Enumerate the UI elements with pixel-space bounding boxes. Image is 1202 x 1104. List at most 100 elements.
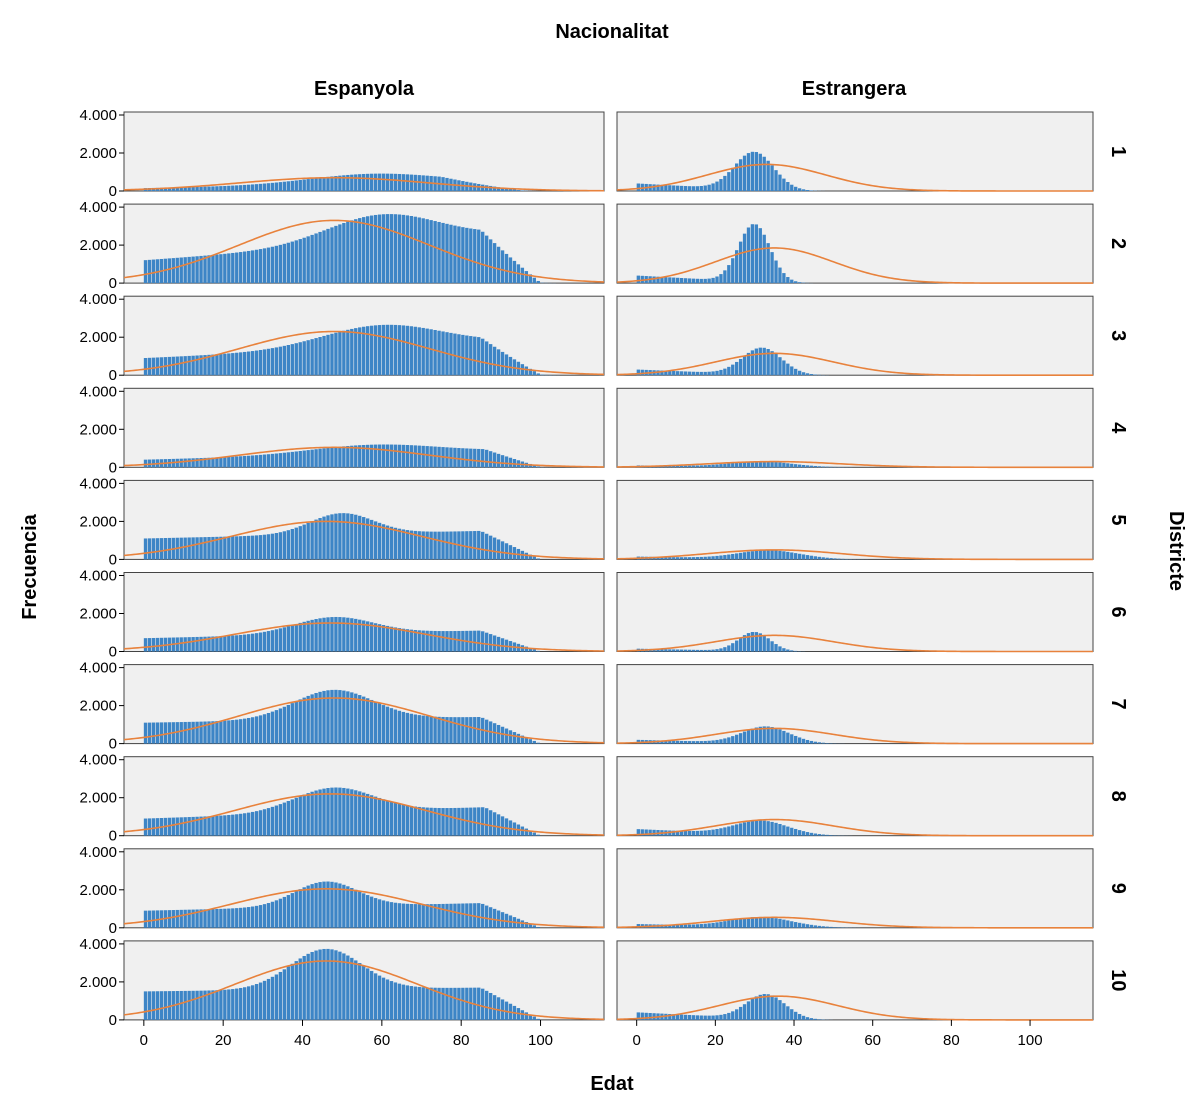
- histogram-bar: [782, 919, 786, 928]
- histogram-bar: [393, 173, 398, 191]
- histogram-bar: [520, 735, 525, 744]
- histogram-bar: [805, 190, 810, 191]
- histogram-bar: [731, 825, 735, 836]
- normal-curve: [123, 622, 605, 652]
- histogram-bar: [500, 816, 505, 836]
- histogram-bar: [362, 620, 366, 652]
- histogram-bar: [707, 740, 711, 744]
- histogram-bar: [683, 649, 688, 652]
- histogram-bar: [167, 910, 172, 928]
- panel-espanyola-8: [123, 756, 605, 837]
- histogram-bar: [159, 538, 164, 560]
- histogram-bar: [266, 712, 271, 744]
- histogram-bar: [837, 927, 841, 928]
- histogram-bar: [147, 357, 152, 376]
- histogram-bar: [821, 557, 825, 560]
- histogram-bar: [302, 956, 306, 1020]
- histogram-bar: [342, 446, 346, 468]
- histogram-bar: [524, 737, 529, 744]
- histogram-bar: [334, 447, 338, 468]
- histogram-bar: [417, 445, 421, 468]
- histogram-bar: [449, 531, 453, 560]
- histogram-bar: [143, 358, 148, 376]
- histogram-bar: [270, 806, 275, 836]
- histogram-bar: [477, 987, 481, 1020]
- histogram-bar: [469, 336, 473, 376]
- histogram-bar: [683, 741, 688, 744]
- histogram-bar: [469, 228, 473, 284]
- histogram-bar: [457, 987, 461, 1020]
- y-tick-label: 0: [109, 828, 117, 845]
- histogram-bar: [695, 186, 700, 191]
- histogram-bar: [758, 228, 762, 284]
- histogram-bar: [817, 556, 821, 560]
- histogram-bar: [488, 634, 493, 652]
- histogram-bar: [175, 817, 179, 836]
- histogram-bar: [365, 793, 370, 836]
- histogram-bar: [794, 735, 798, 744]
- histogram-bar: [738, 823, 743, 836]
- histogram-bar: [536, 742, 540, 744]
- histogram-bar: [417, 175, 421, 191]
- histogram-bar: [676, 185, 680, 191]
- histogram-bar: [790, 366, 794, 376]
- histogram-bar: [358, 963, 362, 1020]
- histogram-bar: [492, 812, 497, 836]
- histogram-bar: [278, 708, 283, 744]
- histogram-bar: [652, 829, 656, 836]
- histogram-bar: [797, 188, 802, 191]
- histogram-bar: [805, 373, 810, 376]
- histogram-bar: [754, 727, 759, 744]
- histogram-bar: [782, 178, 786, 191]
- histogram-bar: [405, 174, 410, 191]
- histogram-bar: [389, 324, 394, 376]
- histogram-bar: [294, 797, 298, 836]
- histogram-bar: [453, 987, 457, 1020]
- histogram-bar: [707, 184, 711, 191]
- histogram-bar: [326, 515, 330, 560]
- histogram-bar: [496, 246, 501, 284]
- histogram-bar: [723, 921, 727, 928]
- histogram-bar: [492, 908, 497, 928]
- histogram-bar: [766, 349, 770, 376]
- histogram-bar: [385, 444, 390, 468]
- histogram-bar: [695, 557, 700, 560]
- x-tick-label: 40: [294, 1032, 311, 1049]
- histogram-bar: [322, 690, 326, 744]
- histogram-bar: [770, 917, 774, 928]
- histogram-bar: [183, 257, 187, 284]
- histogram-bar: [794, 186, 798, 191]
- histogram-bar: [731, 167, 735, 191]
- histogram-bar: [282, 802, 287, 836]
- histogram-bar: [457, 630, 461, 652]
- histogram-bar: [636, 739, 640, 744]
- histogram-bar: [155, 991, 160, 1020]
- histogram-bar: [738, 159, 743, 191]
- histogram-bar: [516, 190, 521, 191]
- histogram-bar: [179, 990, 183, 1020]
- histogram-bar: [227, 989, 231, 1020]
- histogram-bar: [805, 739, 810, 744]
- histogram-bar: [676, 277, 680, 284]
- histogram-bar: [290, 180, 294, 191]
- histogram-bar: [354, 328, 358, 376]
- histogram-bar: [365, 895, 370, 928]
- histogram-bar: [484, 185, 489, 191]
- histogram-bar: [672, 924, 676, 928]
- histogram-bar: [322, 516, 326, 560]
- histogram-bar: [246, 907, 251, 928]
- histogram-bar: [652, 184, 656, 191]
- histogram-bar: [243, 351, 247, 376]
- histogram-bar: [235, 908, 239, 928]
- histogram-bar: [652, 276, 656, 284]
- histogram-bar: [664, 649, 668, 652]
- histogram-bar: [346, 886, 350, 928]
- histogram-bar: [719, 648, 723, 652]
- histogram-bar: [358, 791, 362, 836]
- histogram-bar: [695, 649, 700, 652]
- histogram-bar: [790, 650, 794, 652]
- histogram-bar: [389, 526, 394, 560]
- histogram-bar: [695, 371, 700, 376]
- histogram-bar: [258, 349, 263, 376]
- histogram-bar: [520, 190, 525, 191]
